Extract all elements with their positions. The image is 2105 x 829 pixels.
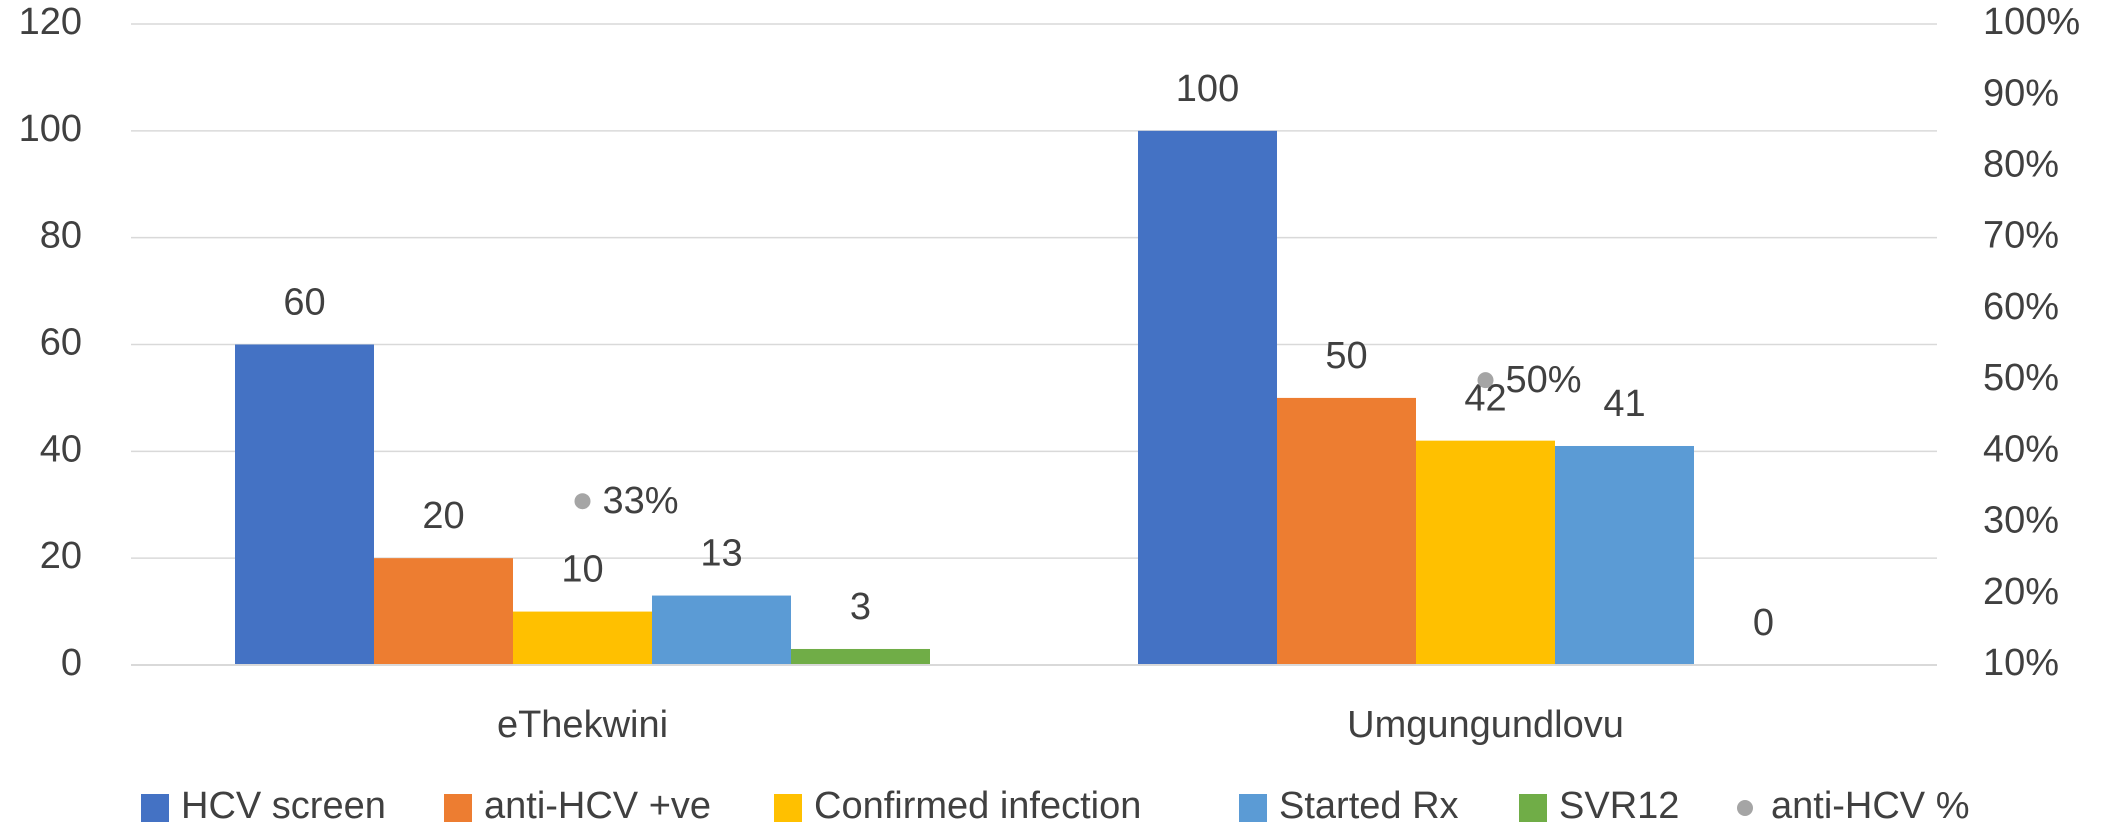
bar (374, 558, 513, 665)
scatter-point (1477, 372, 1494, 389)
data-label: 50% (1506, 359, 1582, 401)
y2-tick-label: 10% (1983, 642, 2059, 684)
y2-tick-label: 90% (1983, 72, 2059, 114)
data-label: 41 (1603, 383, 1645, 425)
scatter-point (574, 493, 591, 510)
y-tick-label: 100 (19, 108, 82, 150)
data-label: 33% (603, 480, 679, 522)
y-tick-label: 0 (61, 642, 82, 684)
legend-marker (1239, 794, 1267, 822)
legend-label: Confirmed infection (814, 785, 1141, 827)
data-label: 60 (283, 282, 325, 324)
data-label: 0 (1753, 602, 1774, 644)
data-label: 20 (422, 495, 464, 537)
y-tick-label: 40 (40, 428, 82, 470)
y2-tick-label: 40% (1983, 428, 2059, 470)
y2-tick-label: 100% (1983, 1, 2080, 43)
x-tick-label: Umgungundlovu (1347, 704, 1624, 746)
y2-tick-label: 70% (1983, 215, 2059, 257)
y2-tick-label: 20% (1983, 571, 2059, 613)
legend-label: SVR12 (1559, 785, 1679, 827)
data-label: 100 (1176, 68, 1239, 110)
bar (513, 611, 652, 665)
legend-label: HCV screen (181, 785, 386, 827)
y2-tick-label: 80% (1983, 143, 2059, 185)
bar (1138, 130, 1277, 666)
data-label: 10 (561, 549, 603, 591)
bar (1416, 440, 1555, 665)
y-tick-label: 80 (40, 215, 82, 257)
legend-marker (1737, 800, 1753, 816)
x-tick-label: eThekwini (497, 704, 668, 746)
bar (1555, 445, 1694, 665)
y-tick-label: 60 (40, 322, 82, 364)
legend-label: Started Rx (1279, 785, 1459, 827)
legend-marker (774, 794, 802, 822)
legend-marker (141, 794, 169, 822)
bar (791, 648, 930, 665)
bar (652, 595, 791, 665)
y2-tick-label: 50% (1983, 357, 2059, 399)
y-tick-label: 20 (40, 535, 82, 577)
y-tick-label: 120 (19, 1, 82, 43)
legend-label: anti-HCV % (1771, 785, 1970, 827)
legend-label: anti-HCV +ve (484, 785, 711, 827)
y2-tick-label: 30% (1983, 500, 2059, 542)
legend-marker (444, 794, 472, 822)
data-label: 3 (850, 586, 871, 628)
y2-tick-label: 60% (1983, 286, 2059, 328)
bar (235, 344, 374, 665)
bar (1277, 397, 1416, 665)
data-label: 50 (1325, 335, 1367, 377)
legend-marker (1519, 794, 1547, 822)
data-label: 13 (700, 533, 742, 575)
